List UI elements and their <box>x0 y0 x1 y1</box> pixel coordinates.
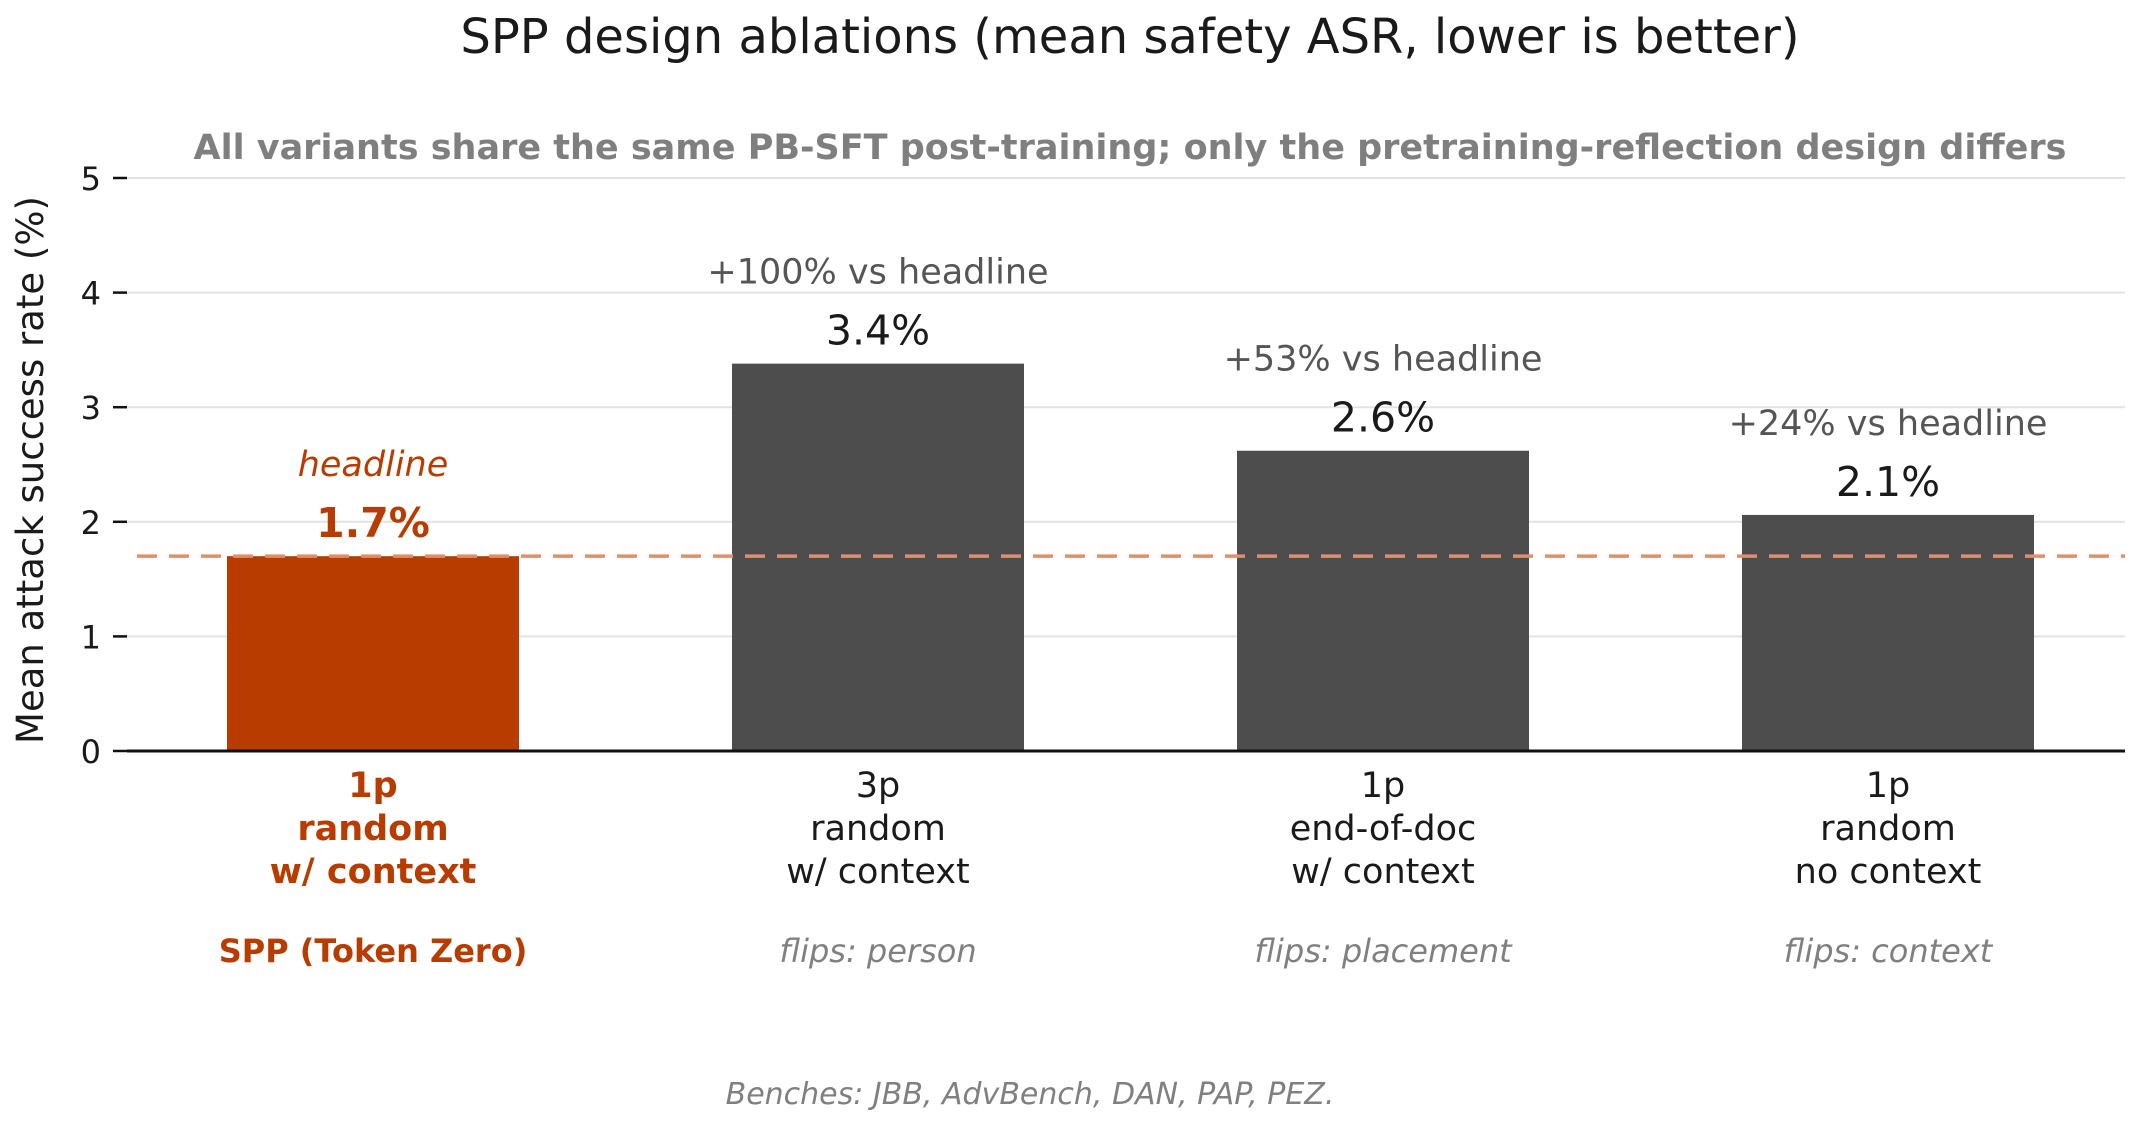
category-note: flips: person <box>779 932 976 970</box>
x-tick-label: w/ context <box>270 852 477 892</box>
x-tick-label: 3p <box>856 766 901 806</box>
y-axis: 0 1 2 3 4 5 <box>81 160 127 771</box>
footer-note: Benches: JBB, AdvBench, DAN, PAP, PEZ. <box>726 1077 1335 1112</box>
y-tick-label: 0 <box>81 733 101 771</box>
x-tick-label: w/ context <box>1291 852 1474 892</box>
y-tick-label: 5 <box>81 160 101 198</box>
x-tick-label: random <box>810 809 946 849</box>
delta-annotation: +53% vs headline <box>1224 340 1543 380</box>
y-axis-label: Mean attack success rate (%) <box>9 196 52 744</box>
category-note: SPP (Token Zero) <box>219 932 528 970</box>
bar-value-label: 3.4% <box>826 307 930 355</box>
category-note: flips: placement <box>1254 932 1513 970</box>
bar-value-label: 2.6% <box>1331 394 1435 442</box>
bar-value-label: 1.7% <box>316 499 430 547</box>
headline-annotation: headline <box>298 445 449 485</box>
y-tick-label: 4 <box>81 275 101 313</box>
delta-annotation: +100% vs headline <box>707 253 1048 293</box>
y-tick-label: 2 <box>81 504 101 542</box>
x-tick-label: random <box>1820 809 1956 849</box>
bar <box>227 556 519 751</box>
x-tick-label: w/ context <box>786 852 969 892</box>
bar <box>1237 450 1529 751</box>
y-tick-label: 1 <box>81 618 101 656</box>
x-tick-label: end-of-doc <box>1290 809 1477 849</box>
bar-value-label: 2.1% <box>1836 458 1940 506</box>
category-note: flips: context <box>1784 932 1994 970</box>
chart-title: SPP design ablations (mean safety ASR, l… <box>460 9 1799 65</box>
delta-annotation: +24% vs headline <box>1729 404 2048 444</box>
x-tick-label: 1p <box>1866 766 1911 806</box>
bar-labels: 1.7% headline 3.4% +100% vs headline 2.6% +53… <box>298 253 2048 548</box>
x-tick-label: no context <box>1795 852 1982 892</box>
x-tick-label: random <box>297 809 448 849</box>
chart-subtitle: All variants share the same PB-SFT post-… <box>193 128 2066 168</box>
bar <box>1742 514 2034 751</box>
x-tick-label: 1p <box>348 766 397 806</box>
y-tick-label: 3 <box>81 389 101 427</box>
x-tick-label: 1p <box>1361 766 1406 806</box>
